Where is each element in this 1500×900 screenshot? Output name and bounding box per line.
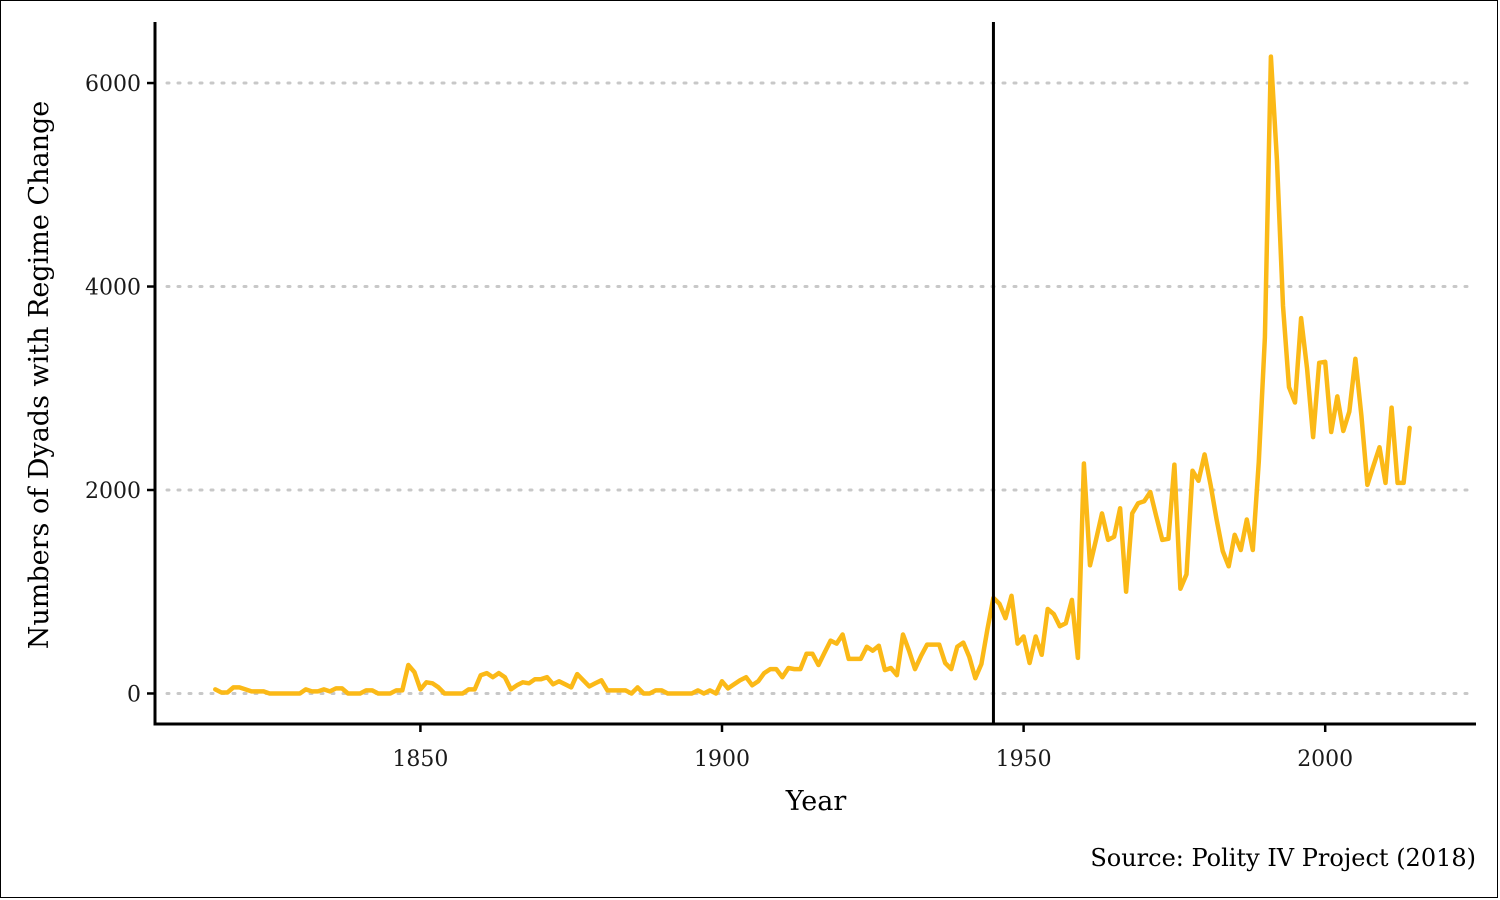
source-caption: Source: Polity IV Project (2018) <box>1090 844 1476 872</box>
y-tick-label-0: 0 <box>127 682 141 707</box>
x-axis-title: Year <box>785 786 847 817</box>
y-tick-label-2000: 2000 <box>85 479 141 504</box>
x-axis-ticks: 1850 1900 1950 2000 <box>392 724 1353 772</box>
x-tick-label-1900: 1900 <box>694 747 750 772</box>
x-tick-label-2000: 2000 <box>1297 747 1353 772</box>
y-axis-title: Numbers of Dyads with Regime Change <box>24 101 55 650</box>
x-tick-label-1950: 1950 <box>996 747 1052 772</box>
series-line <box>213 54 1412 696</box>
y-tick-label-6000: 6000 <box>85 72 141 97</box>
y-tick-label-4000: 4000 <box>85 276 141 301</box>
y-axis-ticks: 0 2000 4000 6000 <box>85 72 155 707</box>
x-tick-label-1850: 1850 <box>392 747 448 772</box>
